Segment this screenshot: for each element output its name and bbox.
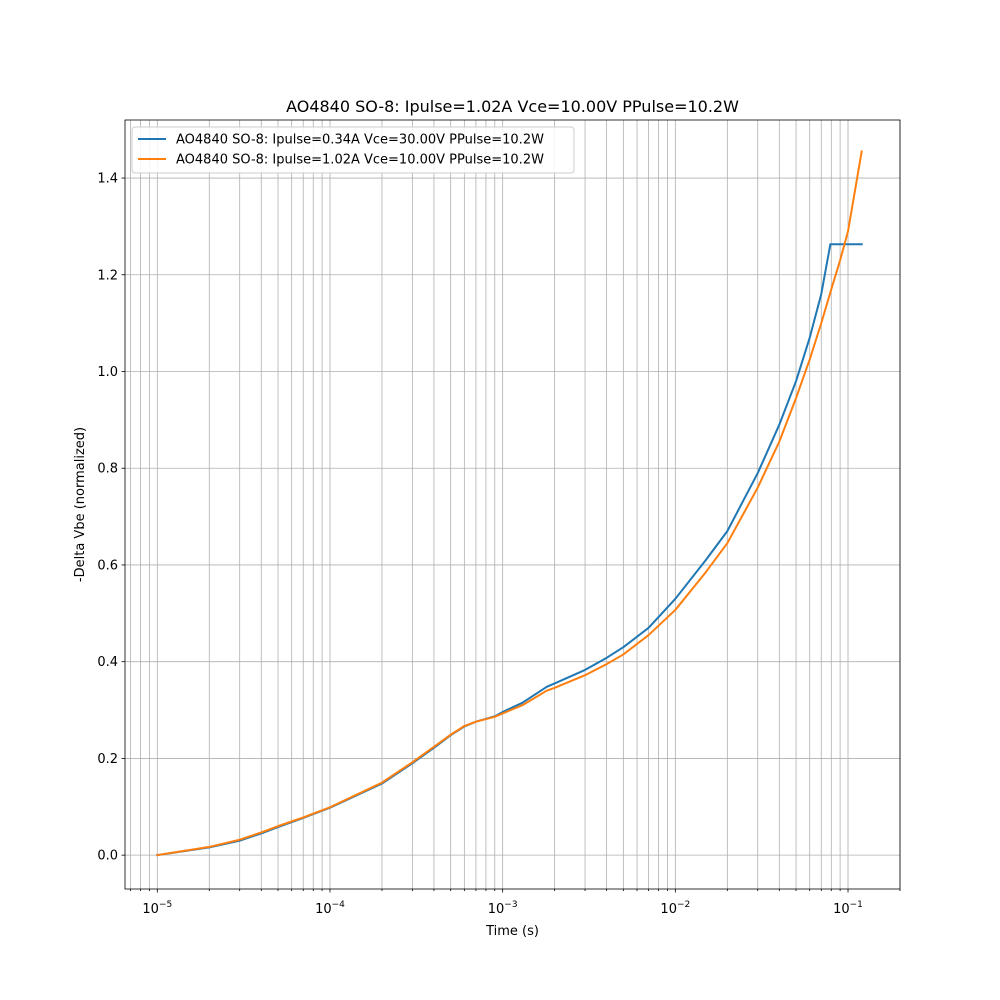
x-tick-label: 10−2	[660, 900, 690, 917]
ticks: 0.0 0.2 0.4 0.6 0.8 1.0 1.2 1.4 10−5 10−4 10−3 10−2…	[97, 172, 901, 917]
series-line-2	[156, 150, 863, 857]
y-tick-label: 0.0	[97, 849, 118, 864]
plot-frame	[124, 119, 901, 890]
legend-box	[131, 126, 575, 174]
legend-label-series-2: AO4840 SO-8: Ipulse=1.02A Vce=10.00V PPu…	[176, 153, 544, 168]
series-layer	[156, 150, 863, 857]
legend: AO4840 SO-8: Ipulse=0.34A Vce=30.00V PPu…	[131, 126, 575, 174]
y-tick-label: 0.4	[97, 655, 118, 670]
y-tick-label: 0.6	[97, 558, 118, 573]
y-axis-label: -Delta Vbe (normalized)	[73, 427, 88, 582]
x-tick-label: 10−5	[142, 900, 172, 917]
x-tick-label: 10−1	[833, 900, 863, 917]
legend-label-series-1: AO4840 SO-8: Ipulse=0.34A Vce=30.00V PPu…	[176, 133, 544, 148]
x-axis-label: Time (s)	[485, 924, 539, 939]
chart-title: AO4840 SO-8: Ipulse=1.02A Vce=10.00V PPu…	[286, 97, 739, 116]
y-tick-label: 1.4	[97, 172, 118, 187]
y-tick-label: 1.0	[97, 365, 118, 380]
y-tick-label: 0.2	[97, 752, 118, 767]
y-tick-label: 0.8	[97, 462, 118, 477]
y-tick-label: 1.2	[97, 268, 118, 283]
x-tick-label: 10−4	[315, 900, 345, 917]
x-tick-label: 10−3	[488, 900, 518, 917]
grid	[125, 120, 901, 889]
